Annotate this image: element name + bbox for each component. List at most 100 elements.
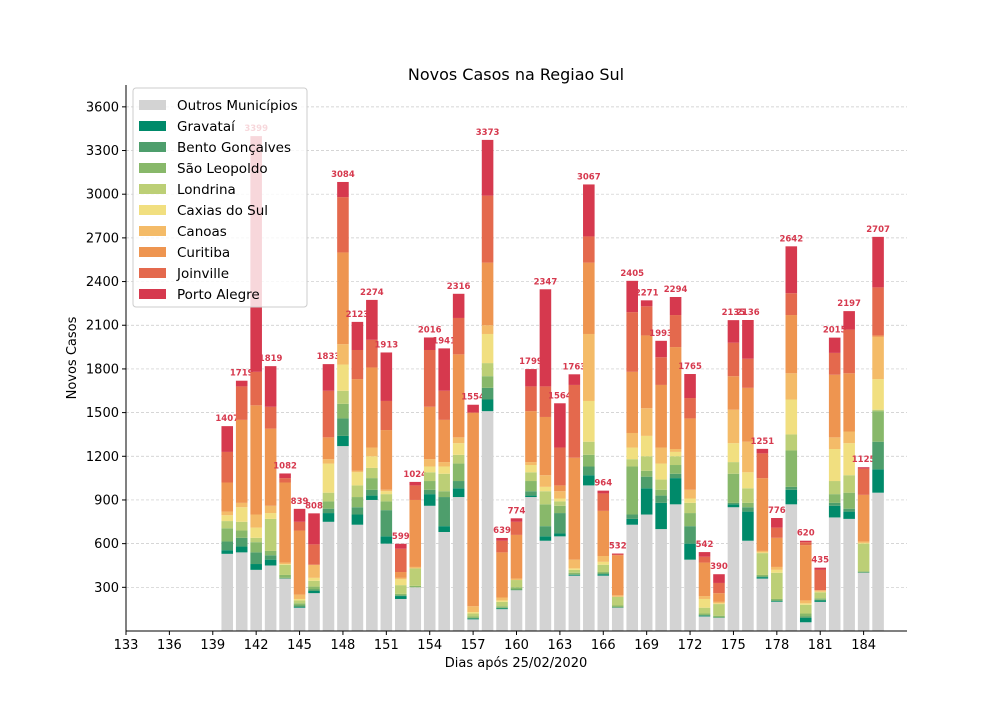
total-label: 839	[291, 497, 309, 507]
bar-segment	[308, 513, 320, 545]
bar-segment	[308, 586, 320, 590]
bar-segment	[452, 443, 465, 455]
bar-segment	[337, 197, 349, 253]
y-tick-label: 900	[94, 493, 119, 508]
bar-segment	[423, 494, 436, 506]
bar-segment	[669, 449, 682, 452]
bar-segment	[843, 431, 855, 444]
bar-segment	[438, 531, 450, 631]
bar-segment	[669, 478, 682, 505]
bar-segment	[814, 567, 827, 570]
bar-segment	[279, 578, 291, 631]
bar-segment	[250, 564, 262, 570]
bar-segment	[279, 574, 291, 578]
bar-segment	[438, 419, 450, 463]
bar-segment	[568, 457, 581, 560]
total-label: 776	[768, 506, 786, 516]
x-tick-label: 169	[634, 638, 659, 653]
bar-segment	[857, 543, 870, 572]
bar-segment	[655, 340, 667, 358]
bar-segment	[293, 598, 306, 601]
x-tick-label: 160	[504, 638, 529, 653]
total-label: 435	[811, 556, 829, 566]
bar-segment	[814, 601, 827, 631]
legend-label: Porto Alegre	[177, 287, 260, 303]
bar-segment	[380, 494, 393, 502]
bar-segment	[742, 502, 754, 508]
bar-segment	[423, 472, 436, 482]
bar-segment	[351, 524, 364, 631]
bar-segment	[452, 317, 465, 355]
bar-segment	[467, 612, 479, 614]
total-label: 1024	[403, 470, 427, 480]
bar-segment	[583, 441, 595, 455]
bar-segment	[293, 594, 306, 599]
bar-segment	[496, 597, 508, 601]
bar-segment	[510, 590, 523, 631]
legend-swatch	[139, 205, 166, 215]
bar-segment	[452, 488, 465, 498]
bar-segment	[684, 543, 696, 560]
bar-segment	[756, 478, 769, 551]
bar-segment	[337, 418, 349, 436]
bar-segment	[771, 600, 783, 602]
bar-segment	[496, 537, 508, 541]
bar-segment	[669, 315, 682, 348]
bar-segment	[351, 514, 364, 525]
bar-segment	[510, 589, 523, 591]
bar-segment	[698, 556, 711, 563]
bar-segment	[481, 333, 494, 364]
bar-segment	[742, 540, 754, 631]
bar-segment	[467, 606, 479, 613]
bar-segment	[756, 550, 769, 553]
bar-segment	[395, 543, 407, 549]
bar-segment	[221, 515, 234, 522]
bar-segment	[828, 449, 841, 482]
bar-segment	[785, 450, 798, 487]
bar-segment	[742, 441, 754, 473]
bar-segment	[525, 491, 537, 496]
bar-segment	[525, 411, 537, 463]
bar-segment	[395, 548, 407, 573]
bar-segment	[423, 481, 436, 490]
bar-segment	[655, 529, 667, 631]
bar-segment	[597, 493, 610, 511]
bar-segment	[264, 565, 277, 631]
bar-segment	[814, 569, 827, 591]
bar-segment	[481, 262, 494, 326]
bar-segment	[366, 467, 378, 479]
bar-segment	[799, 542, 812, 546]
bar-segment	[308, 544, 320, 565]
bar-segment	[626, 312, 638, 372]
bar-segment	[481, 325, 494, 334]
bar-segment	[799, 540, 812, 543]
total-label: 2016	[418, 325, 442, 335]
bar-segment	[684, 526, 696, 544]
bar-segment	[814, 600, 827, 602]
bar-segment	[568, 384, 581, 458]
bar-segment	[467, 412, 479, 607]
bar-segment	[597, 575, 610, 631]
bar-segment	[539, 504, 552, 527]
bar-segment	[554, 536, 566, 631]
bar-segment	[611, 554, 624, 556]
bar-segment	[713, 617, 725, 631]
bar-segment	[235, 546, 248, 553]
bar-segment	[409, 485, 422, 500]
x-tick-label: 163	[547, 638, 572, 653]
bar-segment	[366, 456, 378, 468]
bar-segment	[669, 473, 682, 479]
bar-segment	[583, 400, 595, 442]
bar-segment	[727, 502, 740, 505]
bar-segment	[828, 352, 841, 375]
total-label: 1763	[563, 362, 587, 372]
bar-segment	[423, 349, 436, 407]
bar-segment	[597, 573, 610, 575]
bar-segment	[828, 437, 841, 449]
bar-segment	[640, 476, 653, 489]
bar-segment	[814, 599, 827, 601]
bar-segment	[857, 494, 870, 542]
bar-segment	[583, 184, 595, 237]
bar-segment	[640, 335, 653, 409]
bar-segment	[221, 553, 234, 631]
